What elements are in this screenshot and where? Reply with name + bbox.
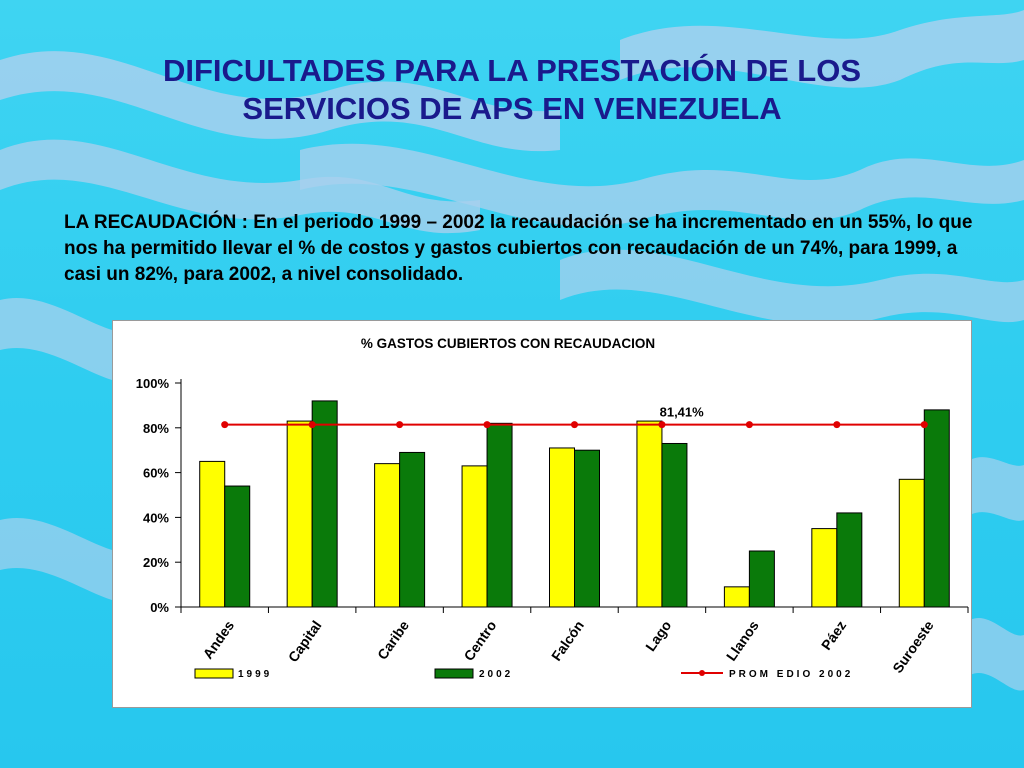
- bar-2002-Andes: [224, 485, 251, 608]
- category-label: Caribe: [374, 617, 412, 662]
- category-label: Llanos: [723, 617, 762, 663]
- y-tick-label: 20%: [143, 555, 169, 570]
- chart-panel: % GASTOS CUBIERTOS CON RECAUDACION 0% 20%…: [112, 320, 972, 708]
- legend-label-1999: 1999: [238, 669, 272, 680]
- bar-2002-Caribe: [399, 451, 426, 608]
- average-line-point: [745, 421, 753, 429]
- average-line-label: 81,41%: [660, 405, 705, 420]
- legend-label-promedio: PROM EDIO 2002: [729, 669, 853, 680]
- bar-2002-Páez: [836, 512, 863, 608]
- bar-1999-Capital: [286, 420, 313, 608]
- category-label: Andes: [200, 617, 238, 661]
- bar-2002-Llanos: [748, 550, 775, 608]
- bar-1999-Centro: [461, 465, 488, 608]
- bar-1999-Falcón: [549, 447, 575, 608]
- bar-1999-Caribe: [374, 463, 401, 608]
- y-tick-label: 100%: [136, 376, 170, 391]
- category-label: Centro: [461, 618, 500, 664]
- bar-2002-Lago: [661, 442, 688, 608]
- slide-title-line-1: DIFICULTADES PARA LA PRESTACIÓN DE LOS: [162, 53, 862, 88]
- bar-chart: % GASTOS CUBIERTOS CON RECAUDACION 0% 20%…: [136, 336, 969, 680]
- chart-title: % GASTOS CUBIERTOS CON RECAUDACION: [361, 336, 655, 351]
- average-line: 81,41%: [221, 405, 928, 429]
- average-line-point: [571, 421, 578, 429]
- bar-1999-Andes: [199, 460, 226, 608]
- legend-label-2002: 2002: [479, 669, 513, 680]
- category-label: Lago: [642, 618, 674, 655]
- bar-2002-Falcón: [574, 449, 600, 608]
- category-label: Falcón: [548, 618, 587, 664]
- y-tick-label: 40%: [143, 510, 169, 525]
- y-tick-label: 0%: [150, 600, 169, 615]
- average-line-point: [920, 421, 928, 429]
- category-label: Páez: [818, 618, 849, 653]
- y-tick-label: 80%: [143, 421, 169, 436]
- slide-title-line-2: SERVICIOS DE APS EN VENEZUELA: [242, 91, 782, 126]
- average-line-point: [833, 421, 841, 429]
- average-line-point: [221, 421, 229, 429]
- category-label: Suroeste: [889, 617, 937, 675]
- average-line-point: [658, 421, 666, 429]
- bar-1999-Lago: [636, 420, 663, 608]
- chart-bars: [199, 400, 950, 608]
- slide-body-text: LA RECAUDACIÓN : En el periodo 1999 – 20…: [64, 212, 973, 285]
- legend-swatch-2002: [434, 668, 474, 679]
- bar-1999-Suroeste: [898, 478, 925, 608]
- legend-swatch-1999: [194, 668, 234, 679]
- y-tick-label: 60%: [143, 466, 169, 481]
- chart-legend: 1999 2002 PROM EDIO 2002: [194, 668, 853, 680]
- category-label: Capital: [285, 618, 325, 665]
- average-line-point: [483, 421, 491, 429]
- average-line-point: [396, 421, 404, 429]
- bar-1999-Páez: [811, 528, 838, 608]
- bar-2002-Centro: [486, 422, 513, 608]
- bar-1999-Llanos: [723, 586, 750, 608]
- slide-title: DIFICULTADES PARA LA PRESTACIÓN DE LOS S…: [60, 52, 964, 128]
- average-line-point: [308, 421, 316, 429]
- legend-swatch-promedio-point: [699, 670, 705, 676]
- bar-2002-Capital: [311, 400, 338, 608]
- bar-2002-Suroeste: [923, 409, 950, 608]
- category-labels: Andes Capital Caribe Centro Falcón Lago Llanos…: [200, 617, 937, 675]
